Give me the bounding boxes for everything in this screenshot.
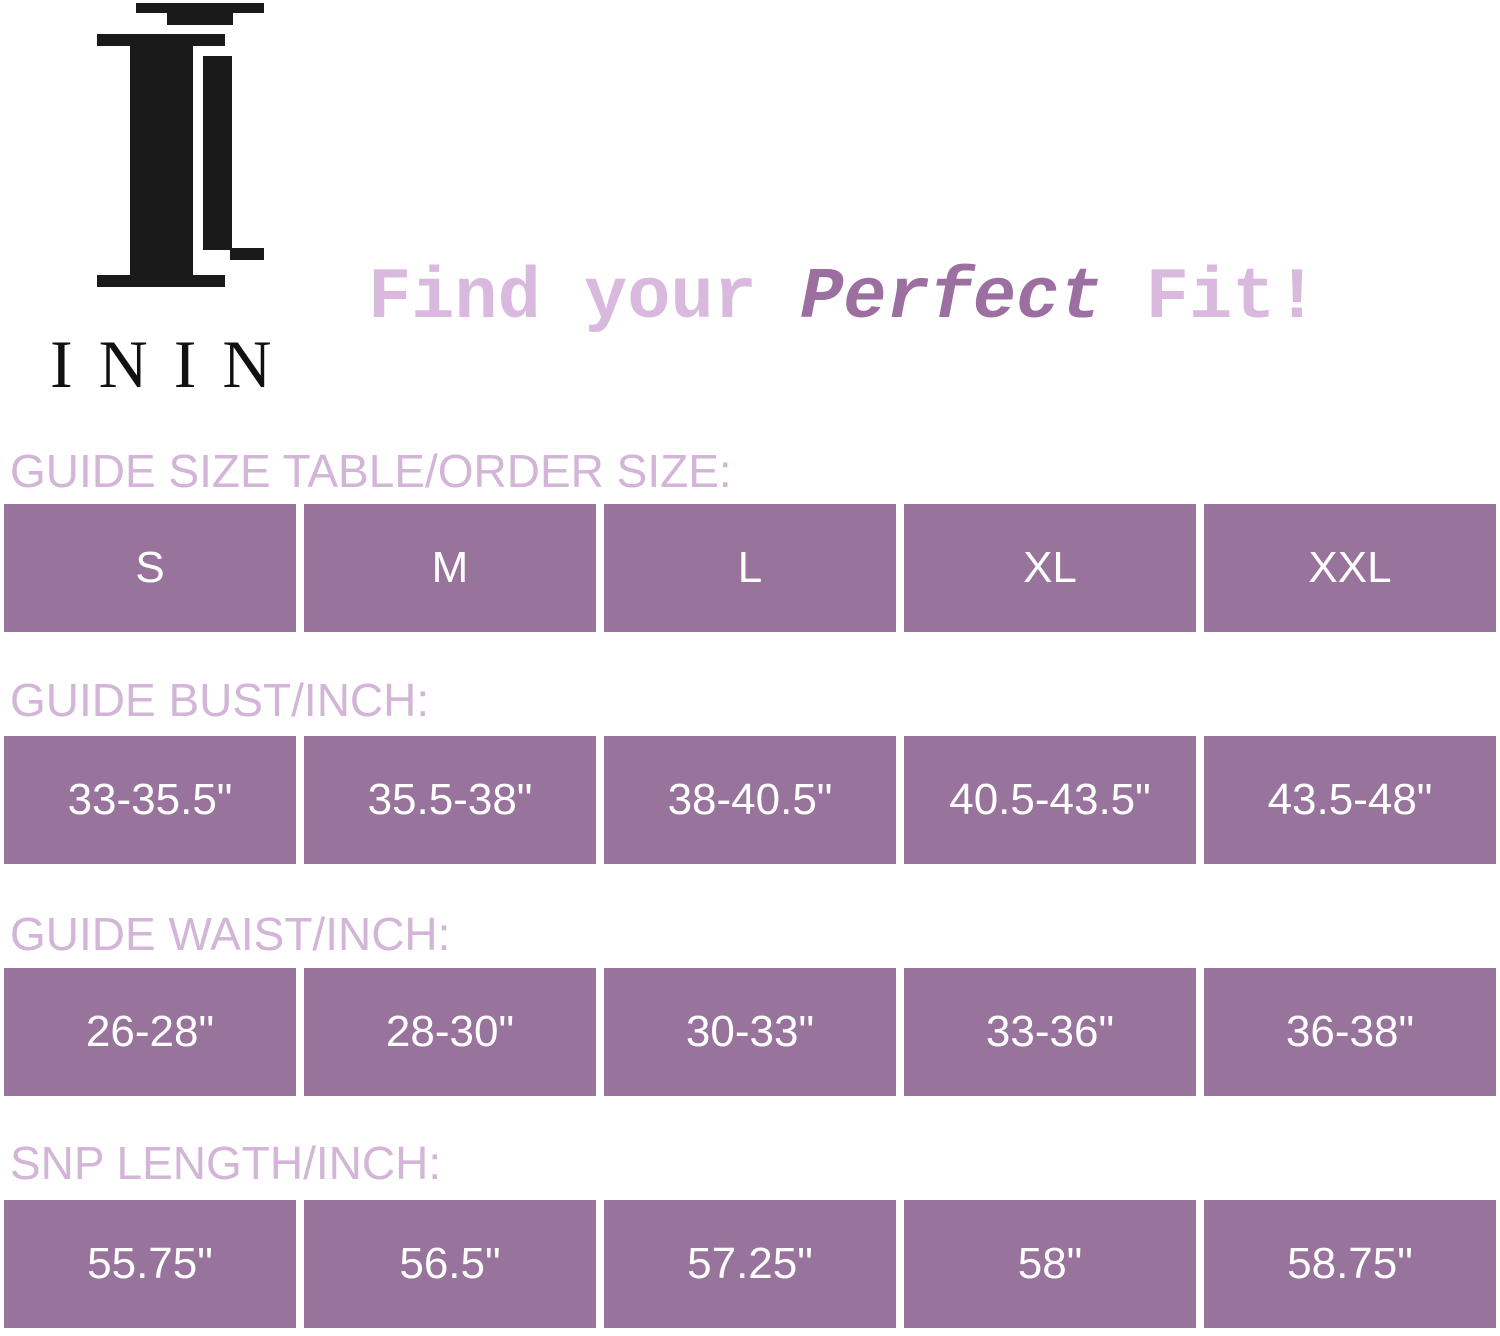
size-cell: M [304, 504, 596, 632]
length-row: 55.75" 56.5" 57.25" 58" 58.75" [4, 1200, 1496, 1328]
bust-cell: 33-35.5" [4, 736, 296, 864]
brand-logo-icon [97, 3, 264, 287]
headline-part1: Find your [368, 257, 757, 339]
length-cell: 56.5" [304, 1200, 596, 1328]
headline: Find your Perfect Fit! [368, 262, 1319, 334]
waist-label: GUIDE WAIST/INCH: [10, 908, 451, 960]
waist-cell: 33-36" [904, 968, 1196, 1096]
waist-cell: 30-33" [604, 968, 896, 1096]
bust-cell: 43.5-48" [1204, 736, 1496, 864]
size-cell: XL [904, 504, 1196, 632]
length-cell: 58.75" [1204, 1200, 1496, 1328]
size-cell: S [4, 504, 296, 632]
waist-cell: 28-30" [304, 968, 596, 1096]
headline-part3: Fit! [1145, 257, 1319, 339]
waist-cell: 26-28" [4, 968, 296, 1096]
bust-cell: 35.5-38" [304, 736, 596, 864]
size-cell: L [604, 504, 896, 632]
size-label: GUIDE SIZE TABLE/ORDER SIZE: [10, 445, 732, 497]
waist-cell: 36-38" [1204, 968, 1496, 1096]
bust-row: 33-35.5" 35.5-38" 38-40.5" 40.5-43.5" 43… [4, 736, 1496, 864]
waist-row: 26-28" 28-30" 30-33" 33-36" 36-38" [4, 968, 1496, 1096]
brand-name: ININ [50, 326, 298, 402]
bust-label: GUIDE BUST/INCH: [10, 674, 430, 726]
bust-cell: 38-40.5" [604, 736, 896, 864]
size-row: S M L XL XXL [4, 504, 1496, 632]
length-cell: 57.25" [604, 1200, 896, 1328]
length-label: SNP LENGTH/INCH: [10, 1137, 442, 1189]
length-cell: 55.75" [4, 1200, 296, 1328]
headline-part2: Perfect [800, 257, 1103, 339]
bust-cell: 40.5-43.5" [904, 736, 1196, 864]
length-cell: 58" [904, 1200, 1196, 1328]
size-cell: XXL [1204, 504, 1496, 632]
